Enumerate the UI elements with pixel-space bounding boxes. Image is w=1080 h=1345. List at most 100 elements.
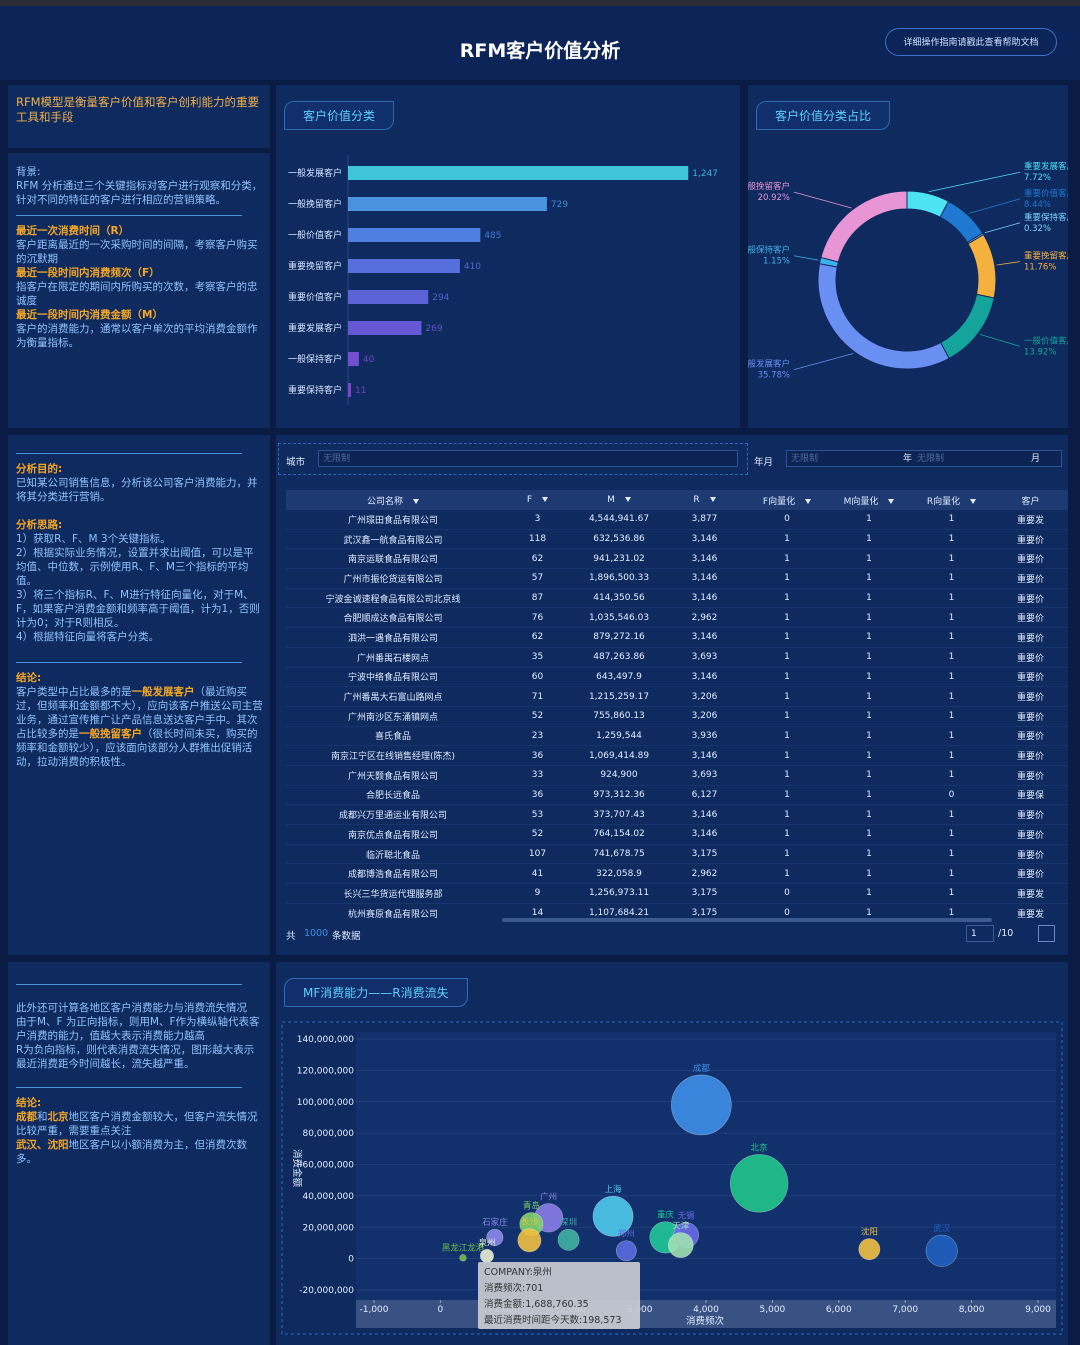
- x-tick-label: 0: [438, 1305, 444, 1315]
- table-cell: 重要价: [993, 863, 1068, 885]
- table-cell: 重要发: [993, 510, 1068, 530]
- table-cell: 643,497.9: [575, 667, 663, 688]
- table-cell: 1: [910, 745, 993, 766]
- table-cell: 1: [828, 568, 910, 589]
- table-cell: 414,350.56: [575, 588, 663, 609]
- column-header[interactable]: M向量化: [828, 490, 910, 510]
- table-cell: 3,206: [663, 706, 746, 727]
- column-name: M向量化: [843, 496, 879, 507]
- table-row: 广州南沙区东涌镇网点 52 755,860.13 3,206 1 1 1 重要价: [286, 706, 1068, 727]
- year-unit: 年: [903, 454, 913, 464]
- table-cell: 重要价: [993, 588, 1068, 609]
- table-cell: 973,312.36: [575, 785, 663, 806]
- bar: [348, 259, 460, 273]
- table-cell: 3,175: [663, 903, 746, 920]
- help-button[interactable]: 详细操作指南请戳此查看帮助文档: [885, 28, 1057, 56]
- donut-slice: [939, 200, 984, 244]
- regional-conclusions: 成都和北京地区客户消费金额较大，但客户流失情况比较严重，需要重点关注 武汉、沈阳地…: [16, 1110, 264, 1166]
- value-label: 294: [432, 293, 449, 303]
- table-cell: 1: [910, 726, 993, 747]
- table-cell: 重要价: [993, 824, 1068, 845]
- table-cell: 广州璟田食品有限公司: [286, 510, 500, 530]
- next-page[interactable]: [1038, 925, 1055, 942]
- conclusion-heading: 结论:: [16, 672, 42, 684]
- column-header[interactable]: R向量化: [910, 490, 993, 510]
- column-header[interactable]: F: [500, 490, 575, 510]
- scatter-panel: -20,000,000 0 20,000,000 40,000,000 60,000,0…: [276, 962, 1068, 1345]
- table-cell: 1: [828, 765, 910, 786]
- table-cell: 杭州赛原食品有限公司: [286, 903, 500, 920]
- tooltip-line: 消费频次:701: [484, 1282, 543, 1294]
- table-cell: 1: [910, 883, 993, 904]
- category-label: 重要价值客户: [288, 291, 342, 303]
- column-name: 公司名称: [366, 496, 403, 507]
- table-cell: 33: [500, 765, 575, 786]
- steps: 1）获取R、F、M 3个关键指标。 2）根据实际业务情况，设置并求出阈值，可以是平…: [16, 532, 264, 644]
- regional-content: 此外还可计算各地区客户消费能力与消费流失情况 由于M、F 为正向指标，则用M、F…: [8, 962, 270, 1166]
- slice-label: 一般挽留客户: [748, 181, 790, 192]
- x-tick-label: 4,000: [693, 1305, 719, 1315]
- table-cell: 1: [910, 844, 993, 865]
- table-cell: 1,069,414.89: [575, 745, 663, 766]
- x-axis-title: 消费频次: [686, 1315, 725, 1327]
- donut-slice: [939, 293, 995, 360]
- table-cell: 1: [828, 647, 910, 668]
- table-cell: 喜氏食品: [286, 726, 500, 747]
- table-cell: 755,860.13: [575, 706, 663, 727]
- table-cell: 6,127: [663, 785, 746, 806]
- regional-conclusion-heading: 结论:: [16, 1097, 42, 1109]
- bar: [348, 166, 689, 180]
- analysis-content: 分析目的: 已知某公司销售信息，分析该公司客户消费能力，并将其分类进行营销。 分…: [8, 435, 270, 769]
- month-select[interactable]: 无限制 年 无限制 月: [786, 450, 1062, 467]
- table-cell: 71: [500, 686, 575, 707]
- leader-line: [979, 334, 1021, 347]
- bubble-label: 上海: [605, 1184, 623, 1195]
- table-cell: 1: [828, 706, 910, 727]
- column-header[interactable]: F向量化: [746, 490, 828, 510]
- column-header[interactable]: 公司名称: [286, 490, 500, 510]
- table-cell: 重要价: [993, 745, 1068, 766]
- table-row: 合肥长远食品 36 973,312.36 6,127 1 1 0 重要保: [286, 785, 1068, 806]
- bubble-label: 武汉: [933, 1223, 951, 1234]
- city-select[interactable]: 无限制: [318, 450, 738, 467]
- table-cell: 重要发: [993, 883, 1068, 904]
- page-input[interactable]: 1: [966, 925, 994, 942]
- column-header[interactable]: M: [575, 490, 663, 510]
- table-cell: 1: [828, 686, 910, 707]
- table-cell: 1: [828, 785, 910, 806]
- table-cell: 1: [746, 824, 828, 845]
- data-table: 公司名称 F M R F向量化 M向量化 R向量化 客户 广州璟田食品有限公司 3 4,544,94…: [286, 490, 1068, 920]
- month-unit: 月: [1031, 454, 1041, 464]
- column-header[interactable]: 客户: [993, 490, 1068, 510]
- table-cell: 1,259,544: [575, 726, 663, 747]
- table-cell: 广州番禺石楼网点: [286, 647, 500, 668]
- table-cell: 1: [910, 903, 993, 920]
- category-label: 重要挽留客户: [288, 260, 342, 272]
- table-cell: 南京江宁区在线销售经理(陈杰): [286, 745, 500, 766]
- item-text: 客户距离最近的一次采购时间的间隔，考察客户购买的沉默期: [16, 239, 258, 265]
- table-row: 南京优点食品有限公司 52 764,154.02 3,146 1 1 1 重要价: [286, 824, 1068, 845]
- table-cell: 4,544,941.67: [575, 510, 663, 530]
- table-cell: 1: [910, 706, 993, 727]
- intro-panel: RFM模型是衡量客户价值和客户创利能力的重要工具和手段: [8, 85, 270, 148]
- intro-text: RFM模型是衡量客户价值和客户创利能力的重要工具和手段: [16, 95, 260, 124]
- table-cell: 重要价: [993, 706, 1068, 727]
- bubble: [486, 1228, 504, 1246]
- item-title: 最近一段时间内消费频次（F）: [16, 267, 160, 279]
- panel-title: 客户价值分类占比: [756, 101, 891, 130]
- bubble-label: 青岛: [523, 1200, 540, 1211]
- table-cell: 1: [746, 745, 828, 766]
- column-header[interactable]: R: [663, 490, 746, 510]
- table-row: 南京江宁区在线销售经理(陈杰) 36 1,069,414.89 3,146 1 1 1 重要价: [286, 745, 1068, 766]
- bubble: [729, 1154, 789, 1213]
- table-cell: 1: [910, 765, 993, 786]
- table-cell: 成都兴万里通运业有限公司: [286, 804, 500, 825]
- table-cell: 2,962: [663, 607, 746, 629]
- table-cell: 合肥顺成达食品有限公司: [286, 607, 500, 629]
- bar: [348, 197, 547, 211]
- table-cell: 1: [910, 824, 993, 845]
- purpose-heading: 分析目的:: [16, 463, 63, 475]
- value-label: 40: [363, 355, 375, 365]
- y-axis-title: 消费金额: [291, 1149, 303, 1188]
